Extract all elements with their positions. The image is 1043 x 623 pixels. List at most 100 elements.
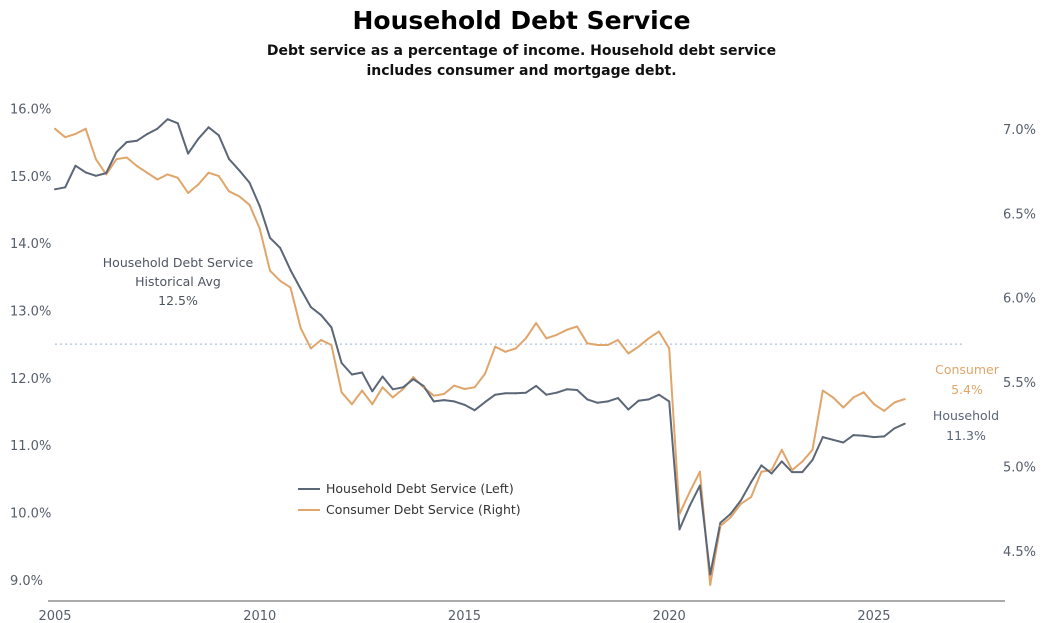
data-point-household [289,269,292,272]
data-point-household [187,152,190,155]
data-point-consumer [494,345,497,348]
data-point-consumer [217,175,220,178]
data-point-household [463,403,466,406]
data-point-consumer [873,403,875,406]
data-point-consumer [453,384,456,387]
data-point-consumer [821,389,824,392]
data-point-household [617,397,619,400]
data-point-consumer [606,344,609,346]
household-label: Household [933,408,999,423]
data-point-consumer [514,347,517,350]
data-point-consumer [473,386,476,389]
legend: Household Debt Service (Left) Consumer D… [298,481,521,517]
data-point-consumer [801,460,804,463]
annotation-household-end-label: Household 11.3% [933,408,999,443]
data-point-consumer [269,269,271,272]
data-point-household [432,400,435,403]
x-axis-tick-label: 2025 [857,609,890,623]
data-point-consumer [678,513,681,515]
data-point-consumer [698,470,701,473]
data-point-consumer [791,469,794,472]
x-axis-ticks: 2005 2010 2015 2020 2025 [38,609,890,623]
data-point-household [821,436,824,439]
data-point-consumer [207,171,210,174]
data-point-consumer [576,325,579,328]
data-point-consumer [535,322,538,325]
data-point-household [258,205,261,208]
data-point-household [391,388,394,391]
data-point-consumer [770,469,773,472]
data-point-consumer [361,389,364,392]
data-point-household [402,386,405,389]
data-point-household [473,409,476,412]
data-point-consumer [340,391,343,394]
data-point-household [565,388,568,391]
data-point-consumer [381,386,384,389]
data-point-consumer [74,132,77,135]
data-point-household [811,459,814,461]
left-axis-ticks: 16.0% 15.0% 14.0% 13.0% 12.0% 11.0% 10.0% 9.0% [10,102,51,588]
data-point-consumer [832,396,834,399]
data-point-consumer [842,406,845,409]
data-point-household [862,434,865,437]
data-point-household [709,573,712,576]
data-point-household [852,434,855,437]
data-point-consumer [739,502,742,505]
annotation-avg-line-1: Household Debt Service [103,255,254,270]
data-point-consumer [443,393,445,395]
data-point-household [555,391,558,394]
legend-label-consumer: Consumer Debt Service (Right) [326,502,521,517]
data-point-household [596,401,599,404]
data-point-consumer [125,156,128,159]
data-point-consumer [565,328,568,331]
data-point-consumer [852,396,855,399]
data-point-consumer [135,165,138,167]
annotation-avg-line-2: Historical Avg [135,274,221,289]
data-point-household [64,186,67,189]
right-axis-tick-label: 7.0% [1003,123,1036,138]
data-point-consumer [862,391,865,394]
data-point-consumer [463,388,466,390]
data-point-household [248,181,251,184]
points-household-debt-service [54,118,906,576]
data-point-consumer [760,470,763,473]
data-point-consumer [64,136,67,139]
data-point-consumer [668,347,671,350]
data-point-consumer [627,352,630,355]
right-axis-tick-label: 6.5% [1003,207,1036,222]
data-point-consumer [391,396,394,399]
data-point-household [688,504,691,507]
data-point-consumer [524,337,527,340]
data-point-household [873,436,875,439]
data-point-household [780,460,783,463]
data-point-household [893,427,896,430]
data-point-household [115,151,118,154]
right-axis-tick-label: 5.0% [1003,461,1036,476]
data-point-household [504,392,507,395]
data-point-household [484,401,486,404]
data-point-household [698,484,701,487]
data-point-consumer [94,158,97,161]
data-point-household [279,246,282,249]
data-point-household [739,499,742,502]
data-point-household [647,398,650,401]
data-point-consumer [637,345,640,348]
data-point-household [678,528,681,531]
annotation-consumer-end-label: Consumer 5.4% [935,362,1000,397]
data-point-consumer [402,388,405,390]
data-point-household [94,174,97,177]
data-point-household [84,171,87,174]
data-point-household [535,384,538,387]
data-point-household [443,399,445,402]
data-point-consumer [729,516,732,519]
legend-label-household: Household Debt Service (Left) [326,481,514,496]
data-point-household [299,288,302,290]
right-axis-tick-label: 6.0% [1003,292,1036,307]
data-point-consumer [586,342,589,345]
data-point-consumer [197,183,200,186]
data-point-household [422,384,425,387]
data-point-consumer [54,127,56,130]
data-point-household [453,400,456,403]
data-point-household [207,126,210,129]
data-point-consumer [883,409,886,412]
